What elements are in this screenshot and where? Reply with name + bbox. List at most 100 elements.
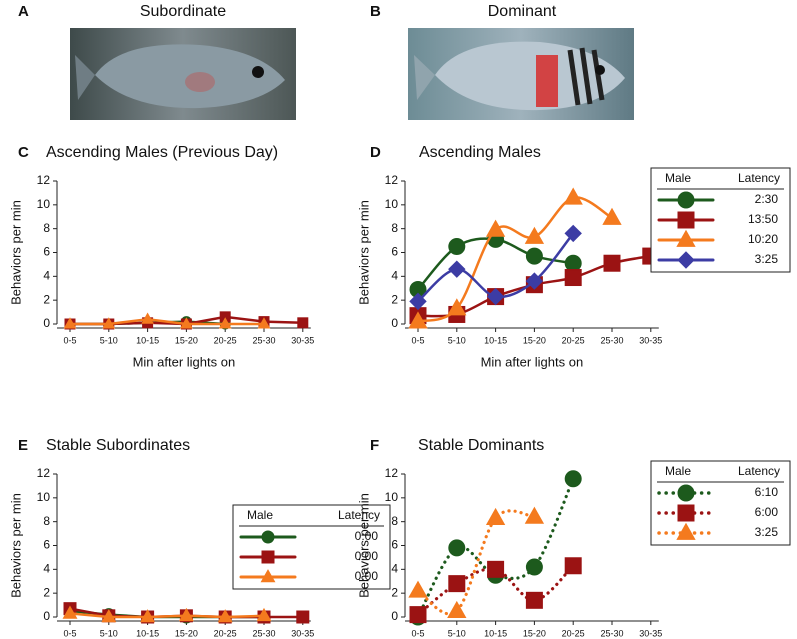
y-tick-label: 6 <box>391 245 398 259</box>
data-point <box>102 317 116 329</box>
y-axis-label: Behaviors per min <box>8 493 23 598</box>
y-tick-label: 2 <box>43 292 50 306</box>
data-point <box>297 317 309 329</box>
legend-marker <box>677 191 695 209</box>
y-tick-label: 10 <box>37 490 51 504</box>
data-point <box>485 219 506 237</box>
y-tick-label: 12 <box>37 466 51 480</box>
y-tick-label: 4 <box>43 562 50 576</box>
y-tick-label: 0 <box>43 316 50 330</box>
data-point <box>141 312 154 324</box>
panel-letter: A <box>18 3 29 20</box>
x-tick-label: 10-15 <box>484 335 507 345</box>
y-tick-label: 0 <box>391 316 398 330</box>
x-tick-label: 10-15 <box>136 628 159 638</box>
legend-label: 0:00 <box>355 549 379 563</box>
x-tick-label: 25-30 <box>600 335 623 345</box>
x-tick-label: 30-35 <box>291 335 314 345</box>
legend-label: 0:00 <box>355 569 379 583</box>
data-point <box>256 607 272 622</box>
legend-marker <box>677 211 695 229</box>
x-tick-label: 0-5 <box>63 335 76 345</box>
y-tick-label: 4 <box>391 562 398 576</box>
data-point <box>63 317 77 329</box>
data-point <box>485 507 506 525</box>
y-tick-label: 8 <box>391 221 398 235</box>
data-point <box>448 260 466 278</box>
panel-letter: D <box>370 144 381 161</box>
data-point <box>564 557 582 575</box>
x-tick-label: 20-25 <box>214 335 237 345</box>
panel-caption: Subordinate <box>140 3 226 20</box>
y-axis-label: Behaviors per min <box>356 200 371 305</box>
legend-marker <box>677 504 695 522</box>
y-tick-label: 10 <box>385 490 399 504</box>
data-point <box>296 610 310 624</box>
data-point <box>409 292 427 311</box>
data-point <box>217 609 233 623</box>
legend-marker <box>676 229 696 247</box>
y-tick-label: 6 <box>391 538 398 552</box>
panel-letter: B <box>370 3 381 20</box>
data-point <box>602 207 622 225</box>
panel-letter: F <box>370 437 379 454</box>
x-tick-label: 5-10 <box>448 628 466 638</box>
data-point <box>525 247 543 265</box>
y-tick-label: 4 <box>43 269 50 283</box>
y-tick-label: 8 <box>43 514 50 528</box>
panel-letter: C <box>18 144 29 161</box>
data-point <box>525 272 544 290</box>
chart-title: Ascending Males (Previous Day) <box>46 144 278 161</box>
x-tick-label: 5-10 <box>100 335 118 345</box>
series-line <box>416 196 614 323</box>
x-tick-label: 25-30 <box>252 335 275 345</box>
data-point <box>564 254 582 272</box>
data-point <box>448 539 466 557</box>
legend-box <box>232 504 391 590</box>
x-axis-label: Min after lights on <box>481 354 584 369</box>
data-point <box>563 187 583 205</box>
data-point <box>62 605 78 619</box>
legend-box <box>650 460 791 546</box>
y-tick-label: 12 <box>385 173 399 187</box>
panel-caption: Dominant <box>488 3 557 20</box>
legend-label: 6:10 <box>755 485 779 499</box>
legend-label: 6:00 <box>755 505 779 519</box>
photo-dominant <box>408 28 634 120</box>
x-tick-label: 30-35 <box>291 628 314 638</box>
y-tick-label: 2 <box>391 292 398 306</box>
y-tick-label: 10 <box>385 197 399 211</box>
legend-label: 10:20 <box>748 232 778 246</box>
data-point <box>218 317 232 329</box>
legend-header: Latency <box>338 508 380 522</box>
x-tick-label: 20-25 <box>562 335 585 345</box>
chart-title: Stable Dominants <box>418 437 544 454</box>
x-tick-label: 15-20 <box>523 335 546 345</box>
y-tick-label: 2 <box>43 585 50 599</box>
data-point <box>564 470 582 488</box>
legend-marker <box>677 484 695 502</box>
x-tick-label: 10-15 <box>484 628 507 638</box>
data-point <box>603 254 621 272</box>
data-point <box>408 580 428 598</box>
data-point <box>408 311 428 329</box>
data-point <box>448 238 466 256</box>
series-line <box>416 509 536 616</box>
x-tick-label: 10-15 <box>136 335 159 345</box>
y-tick-label: 4 <box>391 269 398 283</box>
data-point <box>525 591 543 609</box>
y-tick-label: 0 <box>43 609 50 623</box>
x-tick-label: 0-5 <box>63 628 76 638</box>
y-tick-label: 8 <box>391 514 398 528</box>
data-point <box>140 609 156 623</box>
legend-marker <box>261 550 275 564</box>
legend-header: Male <box>665 171 691 185</box>
data-point <box>524 226 545 244</box>
legend-header: Latency <box>738 171 780 185</box>
data-point <box>447 298 467 316</box>
data-point <box>447 600 467 618</box>
legend-header: Latency <box>738 464 780 478</box>
x-tick-label: 5-10 <box>448 335 466 345</box>
y-tick-label: 10 <box>37 197 51 211</box>
